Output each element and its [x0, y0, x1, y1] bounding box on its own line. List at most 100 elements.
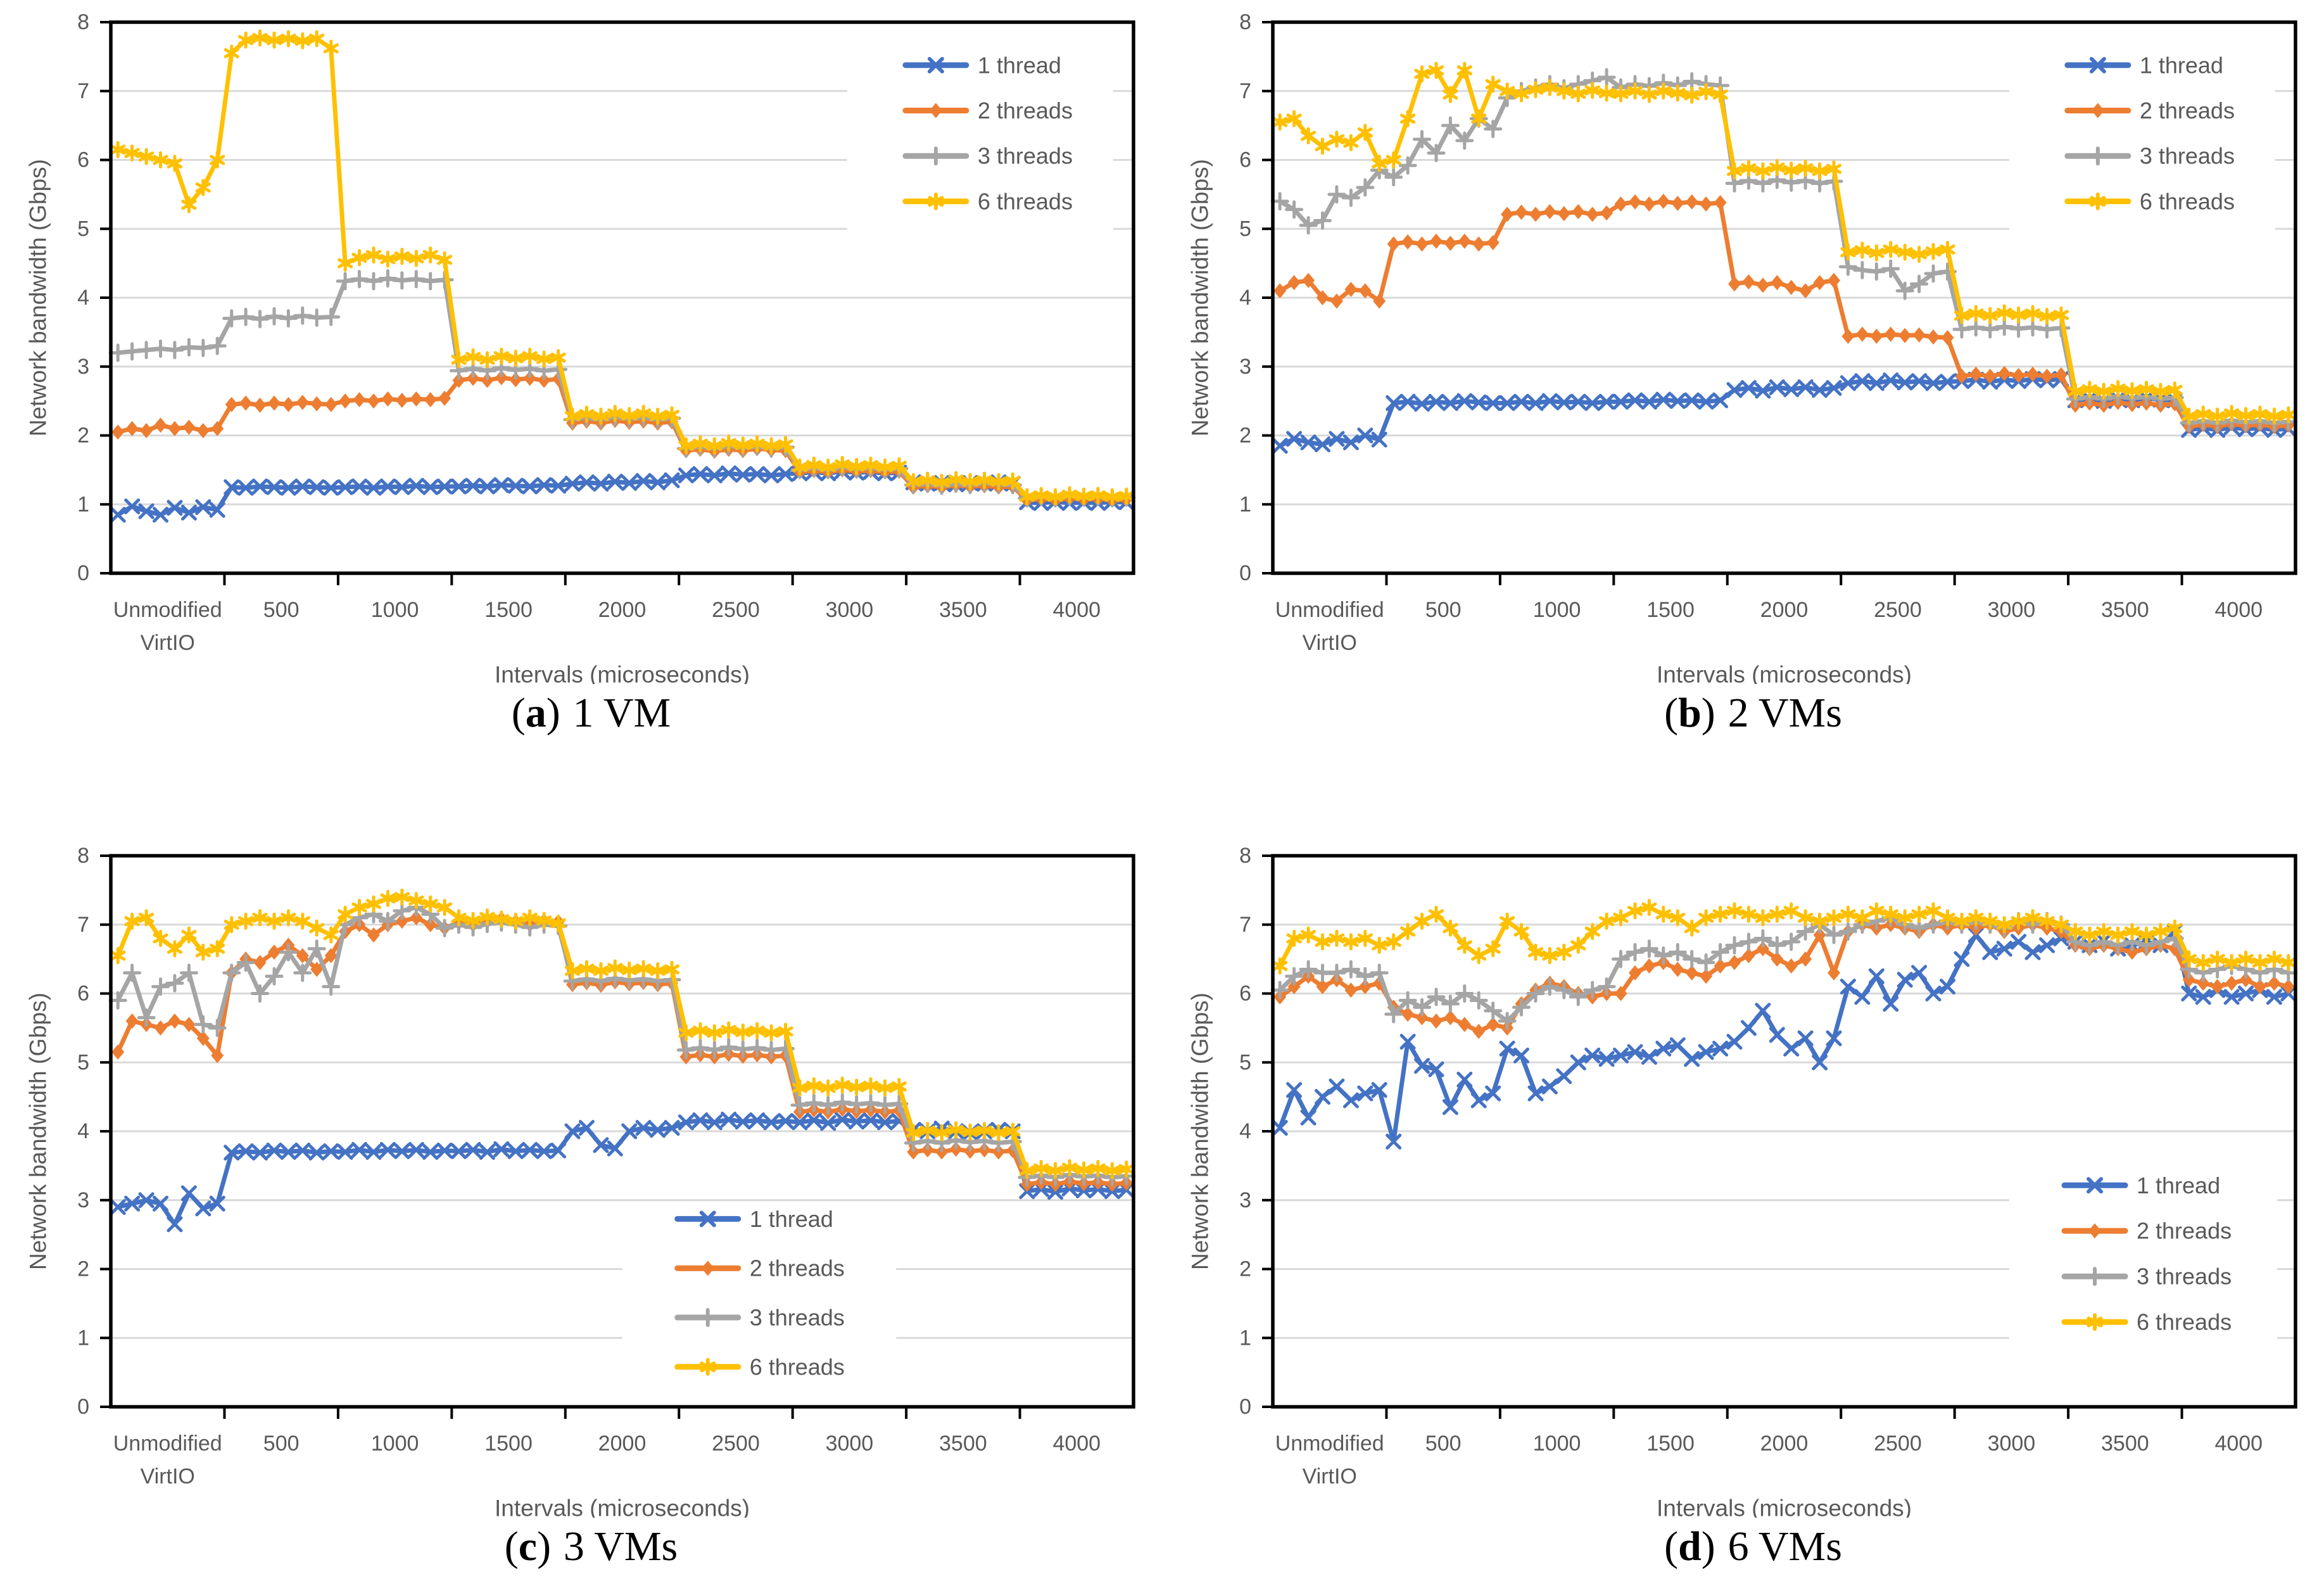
svg-text:3000: 3000 [826, 1432, 874, 1456]
svg-text:8: 8 [77, 844, 89, 868]
legend-label: 1 thread [2140, 52, 2223, 78]
svg-text:8: 8 [1239, 10, 1251, 34]
series-3-threads [1270, 908, 2298, 1031]
y-axis-title: Network bandwidth (Gbps) [1187, 993, 1213, 1270]
svg-text:1500: 1500 [1646, 1432, 1695, 1456]
legend-item-6-threads: 6 threads [2064, 188, 2235, 214]
svg-text:Unmodified: Unmodified [113, 1432, 222, 1456]
svg-text:500: 500 [263, 598, 300, 622]
caption-paren-open: ( [1664, 1523, 1679, 1570]
series-6-threads [110, 29, 1134, 505]
svg-text:6: 6 [1239, 982, 1251, 1006]
svg-text:2500: 2500 [712, 598, 760, 622]
x-markers [1272, 371, 2297, 454]
caption-text: 6 VMs [1727, 1523, 1842, 1570]
legend: 1 thread 2 threads 3 threads 6 threads [674, 1206, 845, 1380]
legend-label: 2 threads [2137, 1218, 2232, 1244]
legend-label: 6 threads [978, 188, 1073, 214]
x-axis-title: Intervals (microseconds) [1657, 662, 1912, 685]
svg-text:6: 6 [1239, 148, 1251, 172]
caption-text: 3 VMs [563, 1523, 678, 1570]
legend-label: 3 threads [978, 143, 1073, 169]
x-axis-labels: Unmodified VirtIO 500 1000 1500 2000 2500 3000 3… [113, 1432, 1101, 1489]
y-axis-labels: 0 1 2 3 4 5 6 7 8 [1239, 10, 1251, 585]
svg-text:7: 7 [1239, 913, 1251, 937]
series-1-thread [1272, 924, 2297, 1150]
line-chart-6vms: 0 1 2 3 4 5 6 7 8 Unmodified VirtIO 500 1000 1500 2000… [1187, 844, 2298, 1518]
panel-a: 0 1 2 3 4 5 6 7 8 Unmodified VirtIO 500 1000 1500 2000… [0, 0, 1162, 747]
x-axis-title: Intervals (microseconds) [1657, 1495, 1912, 1518]
svg-text:6: 6 [77, 148, 89, 172]
legend-background [847, 44, 1113, 238]
x-axis-labels: Unmodified VirtIO 500 1000 1500 2000 2500 3000 3… [1275, 598, 2263, 655]
caption-text: 2 VMs [1727, 690, 1842, 736]
diamond-icon [2091, 103, 2104, 118]
svg-text:6: 6 [77, 982, 89, 1006]
svg-text:0: 0 [77, 561, 89, 585]
svg-text:4000: 4000 [1052, 598, 1101, 622]
y-axis-labels: 0 1 2 3 4 5 6 7 8 [1239, 844, 1251, 1419]
svg-text:1000: 1000 [1533, 1432, 1581, 1456]
plus-icon [2085, 1267, 2105, 1286]
legend-item-2-threads: 2 threads [674, 1255, 845, 1281]
legend-label: 3 threads [750, 1305, 845, 1331]
diamond-icon [929, 103, 942, 118]
star-markers [110, 29, 1134, 505]
panel-caption-a: (a) 1 VM [0, 684, 1162, 747]
legend-label: 6 threads [2137, 1309, 2232, 1335]
svg-text:0: 0 [1239, 561, 1251, 585]
legend-item-6-threads: 6 threads [674, 1354, 845, 1380]
svg-text:1: 1 [77, 1326, 89, 1350]
series-1-thread [1272, 371, 2297, 454]
legend-item-1-thread: 1 thread [2064, 52, 2223, 78]
legend-label: 1 thread [750, 1206, 833, 1232]
svg-text:VirtIO: VirtIO [1303, 631, 1357, 655]
x-axis-title: Intervals (microseconds) [495, 662, 750, 685]
diamond-icon [2088, 1223, 2102, 1239]
panel-d: 0 1 2 3 4 5 6 7 8 Unmodified VirtIO 500 1000 1500 2000… [1162, 834, 2324, 1581]
axis-ticks [100, 854, 1021, 1419]
svg-text:4000: 4000 [2214, 1432, 2263, 1456]
svg-text:4000: 4000 [1052, 1432, 1101, 1456]
svg-text:5: 5 [77, 1050, 89, 1074]
svg-text:1500: 1500 [1646, 598, 1695, 622]
legend-label: 6 threads [750, 1354, 845, 1380]
star-icon [2087, 1313, 2103, 1331]
svg-text:2500: 2500 [1874, 1432, 1922, 1456]
legend-label: 3 threads [2137, 1264, 2232, 1290]
legend-item-2-threads: 2 threads [2061, 1218, 2232, 1244]
plus-markers [108, 269, 1136, 507]
series-2-threads [1273, 193, 2295, 435]
panel-c: 0 1 2 3 4 5 6 7 8 Unmodified VirtIO 500 1000 1500 2000… [0, 834, 1162, 1581]
star-icon [700, 1357, 716, 1376]
svg-text:VirtIO: VirtIO [141, 1464, 195, 1489]
x-axis-title: Intervals (microseconds) [495, 1495, 750, 1518]
axis-ticks [1262, 21, 2183, 585]
svg-text:5: 5 [77, 217, 89, 241]
svg-text:500: 500 [263, 1432, 300, 1456]
x-axis-labels: Unmodified VirtIO 500 1000 1500 2000 2500 3000 3… [113, 598, 1101, 655]
panel-b: 0 1 2 3 4 5 6 7 8 Unmodified VirtIO 500 1000 1500 2000… [1162, 0, 2324, 747]
legend-label: 1 thread [2137, 1172, 2220, 1198]
svg-text:1500: 1500 [484, 1432, 533, 1456]
svg-text:Unmodified: Unmodified [1275, 1432, 1384, 1456]
series-1-thread [110, 463, 1135, 523]
series-2-threads [1273, 917, 2295, 1039]
svg-text:4: 4 [77, 286, 89, 310]
y-axis-title: Network bandwidth (Gbps) [25, 159, 51, 436]
series-6-threads [110, 888, 1134, 1179]
svg-text:1000: 1000 [371, 598, 419, 622]
legend-item-2-threads: 2 threads [2064, 98, 2235, 124]
caption-paren-close: ) [546, 690, 560, 736]
caption-paren-close: ) [537, 1523, 552, 1570]
svg-text:2000: 2000 [1760, 598, 1809, 622]
svg-text:2000: 2000 [598, 1432, 647, 1456]
legend-background [2009, 1167, 2277, 1352]
y-axis-title: Network bandwidth (Gbps) [1187, 159, 1213, 436]
x-markers [110, 463, 1135, 523]
svg-text:7: 7 [77, 913, 89, 937]
caption-paren-open: ( [511, 690, 526, 736]
svg-text:Unmodified: Unmodified [113, 598, 222, 622]
legend-item-6-threads: 6 threads [902, 188, 1073, 214]
series-2-threads [111, 910, 1133, 1192]
